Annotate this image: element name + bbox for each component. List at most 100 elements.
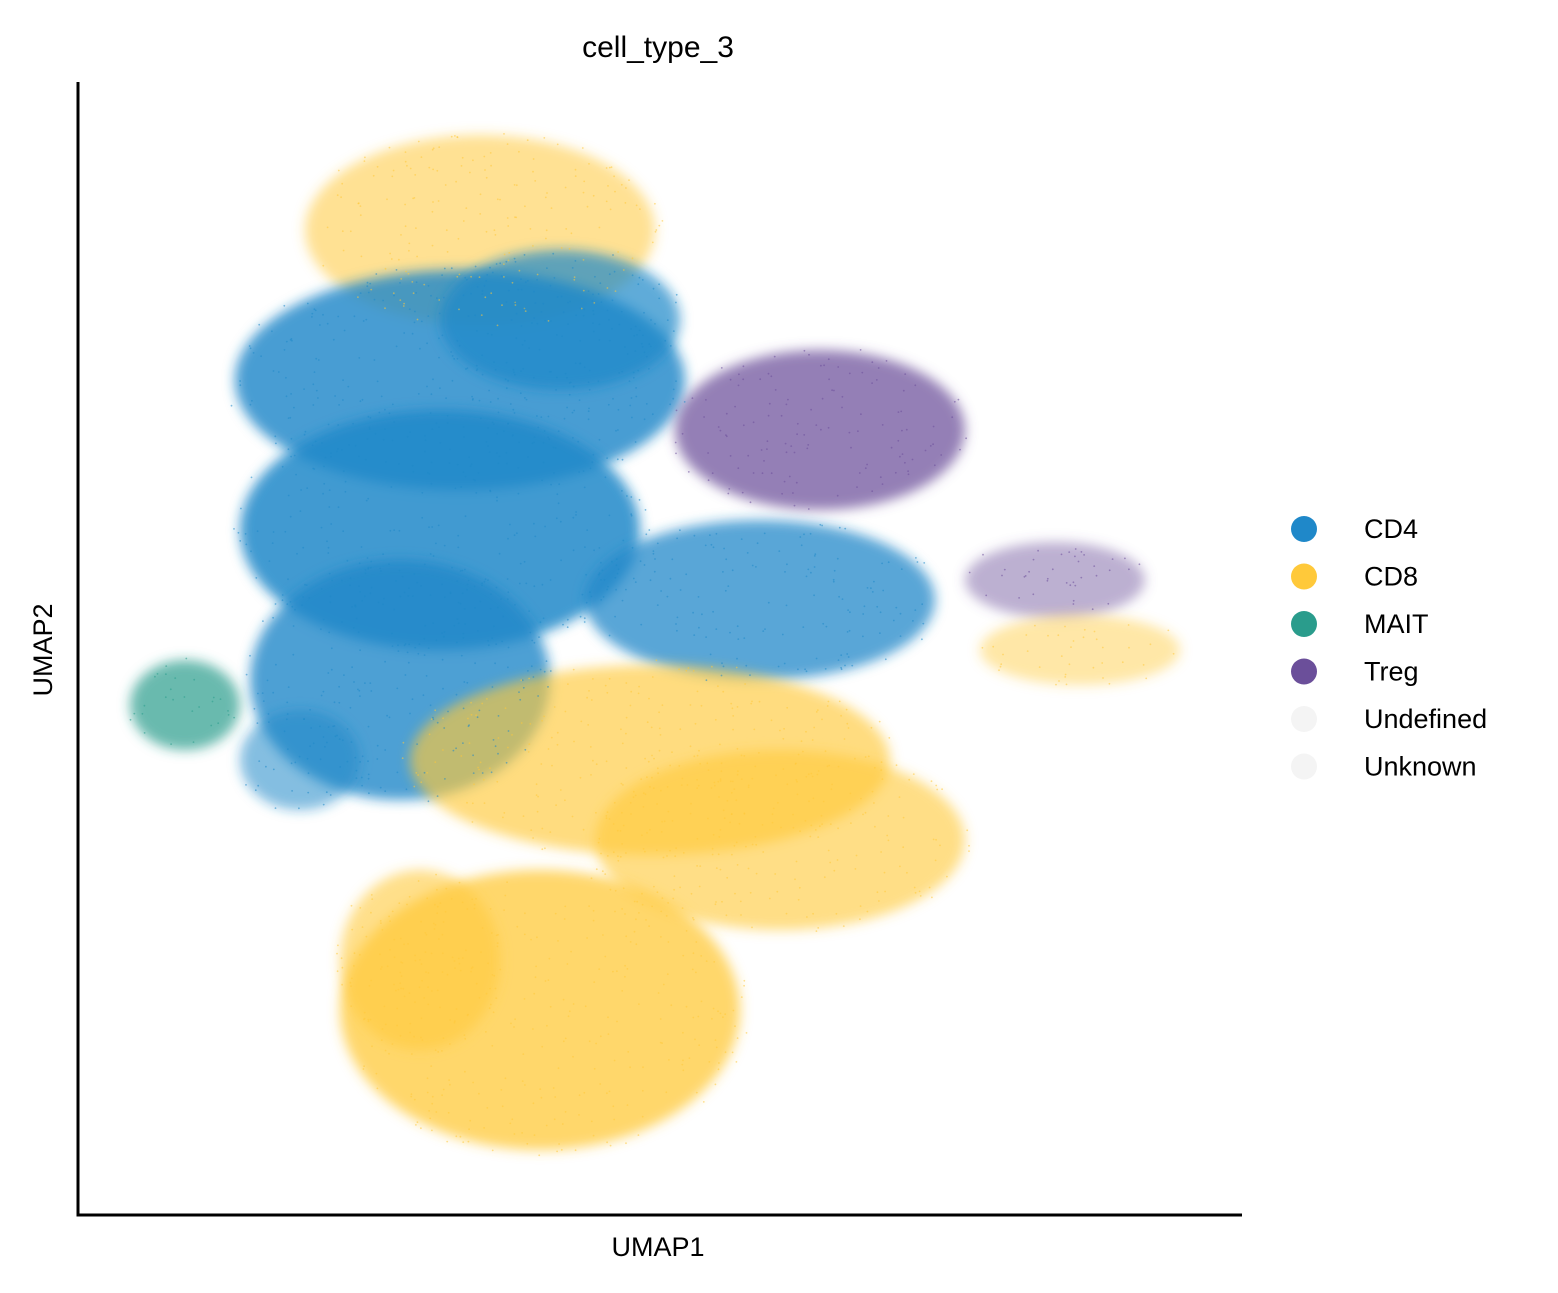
scatter-point <box>736 747 739 750</box>
scatter-point <box>600 599 603 601</box>
scatter-point <box>367 415 370 418</box>
scatter-point <box>426 385 428 388</box>
scatter-point <box>774 873 777 875</box>
scatter-point <box>638 912 640 914</box>
scatter-point <box>719 868 722 871</box>
scatter-point <box>369 1018 372 1021</box>
scatter-point <box>568 247 571 250</box>
scatter-point <box>573 276 576 279</box>
scatter-point <box>471 898 474 901</box>
scatter-point <box>796 433 798 436</box>
scatter-point <box>915 557 917 559</box>
scatter-point <box>382 553 384 556</box>
scatter-point <box>533 436 536 438</box>
scatter-point <box>840 654 843 657</box>
scatter-point <box>451 566 453 569</box>
scatter-point <box>888 737 891 739</box>
scatter-point <box>593 549 595 552</box>
scatter-point <box>340 449 343 451</box>
scatter-point <box>366 438 369 440</box>
scatter-point <box>424 932 427 934</box>
scatter-point <box>675 409 678 412</box>
scatter-point <box>715 901 717 903</box>
scatter-point <box>816 709 819 711</box>
scatter-point <box>489 152 492 154</box>
scatter-point <box>999 665 1002 668</box>
scatter-point <box>364 572 367 575</box>
scatter-point <box>874 825 876 828</box>
scatter-point <box>393 983 395 986</box>
scatter-point <box>314 440 317 443</box>
scatter-point <box>559 520 562 523</box>
scatter-point <box>290 762 293 765</box>
scatter-point <box>341 983 343 986</box>
scatter-point <box>555 389 557 391</box>
scatter-point <box>524 1084 526 1086</box>
scatter-point <box>491 271 494 274</box>
scatter-point <box>285 376 287 379</box>
scatter-point <box>503 909 505 911</box>
point-scatter <box>129 133 1175 1157</box>
scatter-point <box>856 486 858 488</box>
scatter-point <box>448 462 451 464</box>
scatter-point <box>523 560 526 563</box>
scatter-point <box>513 1133 516 1135</box>
scatter-point <box>695 941 698 943</box>
scatter-point <box>461 156 464 159</box>
scatter-point <box>384 408 386 411</box>
scatter-point <box>827 849 830 852</box>
scatter-point <box>641 1089 644 1092</box>
scatter-point <box>697 1015 700 1018</box>
scatter-point <box>676 616 679 619</box>
scatter-point <box>405 270 407 273</box>
scatter-point <box>338 701 341 704</box>
scatter-point <box>836 557 839 560</box>
scatter-point <box>711 665 713 668</box>
scatter-point <box>363 1011 366 1014</box>
scatter-point <box>453 624 456 627</box>
scatter-point <box>556 743 559 746</box>
scatter-point <box>720 770 723 773</box>
scatter-point <box>366 281 369 284</box>
scatter-point <box>1077 560 1080 563</box>
scatter-point <box>359 205 362 208</box>
scatter-point <box>540 763 543 765</box>
scatter-point <box>409 1022 412 1025</box>
scatter-point <box>290 393 292 395</box>
scatter-point <box>404 643 407 645</box>
scatter-point <box>921 603 924 606</box>
scatter-point <box>384 267 387 270</box>
cluster-treg <box>965 542 1145 618</box>
scatter-point <box>419 959 421 961</box>
scatter-point <box>521 1132 523 1134</box>
scatter-point <box>464 623 467 625</box>
scatter-point <box>604 955 607 958</box>
scatter-point <box>398 902 401 905</box>
scatter-point <box>815 711 818 713</box>
scatter-point <box>735 1061 738 1063</box>
scatter-point <box>362 320 365 322</box>
scatter-point <box>614 889 617 892</box>
scatter-point <box>730 702 733 705</box>
scatter-point <box>424 434 426 437</box>
scatter-point <box>365 499 368 502</box>
scatter-point <box>722 1016 724 1019</box>
scatter-point <box>597 573 600 576</box>
scatter-point <box>496 198 499 201</box>
scatter-point <box>358 585 360 588</box>
scatter-point <box>348 444 350 446</box>
scatter-point <box>581 593 584 596</box>
scatter-point <box>536 273 539 276</box>
scatter-point <box>597 293 600 295</box>
scatter-point <box>654 230 657 233</box>
scatter-point <box>845 708 848 711</box>
scatter-point <box>386 965 389 968</box>
scatter-point <box>571 411 574 414</box>
scatter-point <box>492 423 495 426</box>
scatter-point <box>712 833 715 836</box>
scatter-point <box>481 772 484 774</box>
scatter-point <box>635 918 637 921</box>
scatter-point <box>817 836 820 838</box>
scatter-point <box>516 532 518 535</box>
scatter-point <box>565 228 568 230</box>
